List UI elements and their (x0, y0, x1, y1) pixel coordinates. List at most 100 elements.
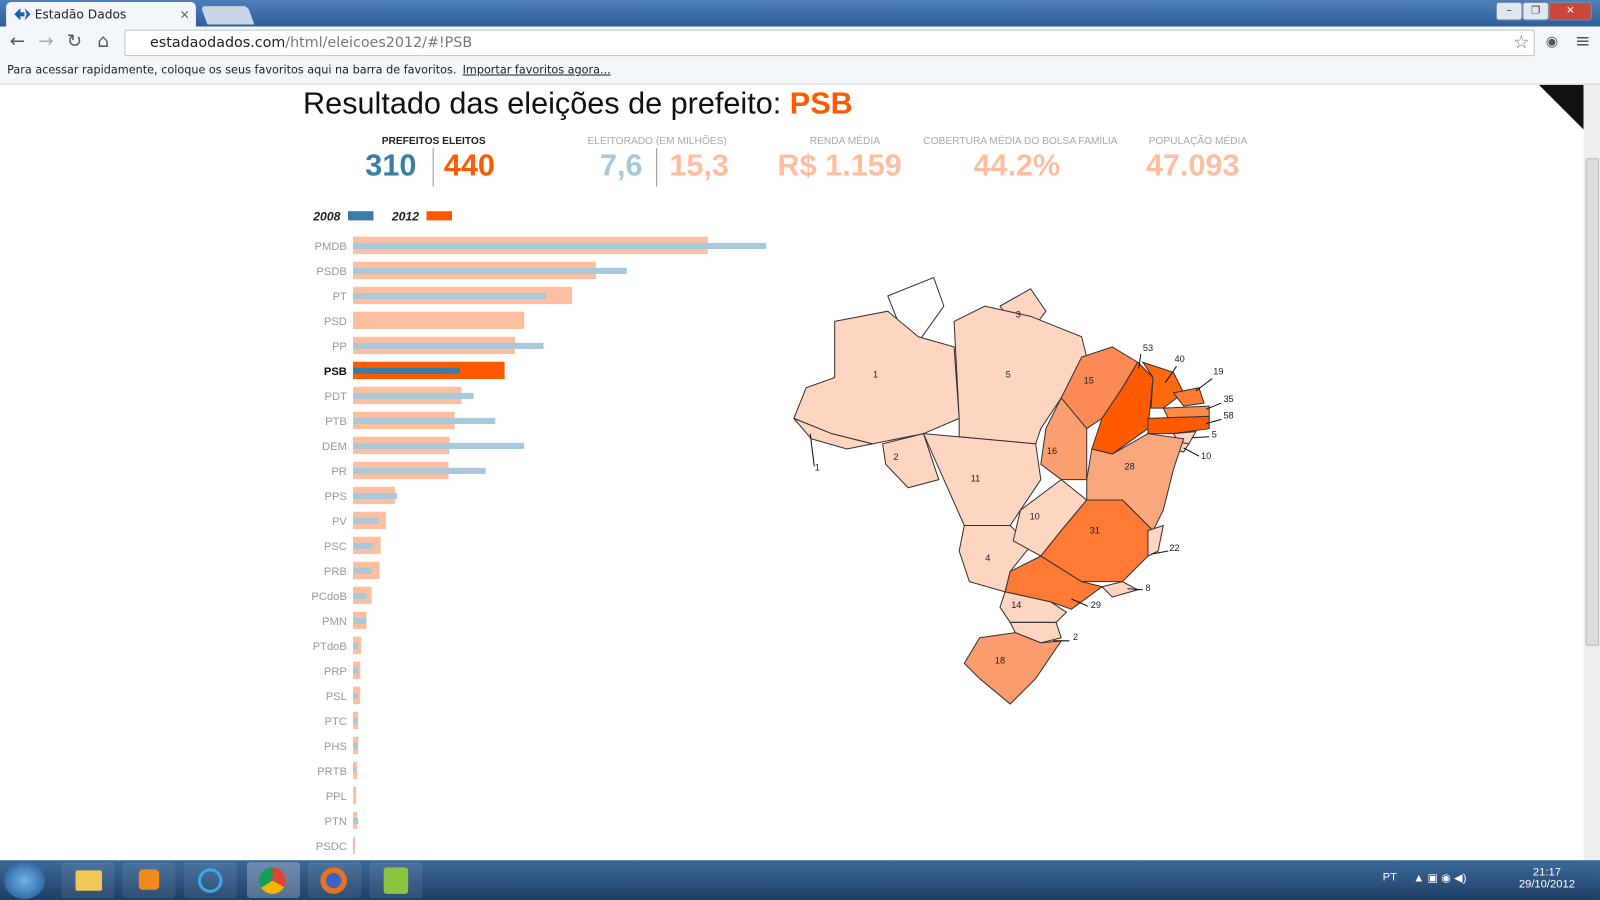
state-value: 58 (1223, 410, 1233, 420)
category-label: PTN (324, 816, 346, 828)
state-value: 10 (1201, 451, 1211, 461)
language-indicator[interactable]: PT (1382, 871, 1397, 884)
bar-2008 (353, 342, 544, 349)
stat-label: ELEITORADO (EM MILHÕES) (587, 135, 727, 147)
bar-2008 (353, 842, 355, 849)
firefox-icon[interactable] (308, 862, 362, 898)
leader-line (1191, 436, 1210, 439)
app-icon[interactable] (369, 862, 423, 898)
state-value: 3 (1016, 309, 1021, 319)
chart: 2008 2012PMDBPSDBPTPSDPPPSBPDTPTBDEMPRPPS… (311, 209, 1234, 855)
ie-icon[interactable] (183, 862, 237, 898)
category-label: PT (333, 291, 347, 303)
leader-line (1183, 447, 1200, 457)
home-button[interactable]: ⌂ (97, 30, 109, 53)
leader-line (1071, 598, 1088, 607)
chrome-icon[interactable] (246, 862, 300, 898)
state (793, 310, 960, 445)
scroll-thumb[interactable] (1585, 158, 1599, 646)
state-value: 14 (1011, 600, 1021, 610)
bookmarks-bar: Para acessar rapidamente, coloque os seu… (0, 59, 1600, 85)
bar-2008 (353, 517, 379, 524)
state-value: 2 (1073, 632, 1078, 642)
state-value: 8 (1145, 583, 1150, 593)
state-value: 15 (1084, 376, 1094, 386)
state-value: 1 (873, 370, 878, 380)
bar-2008 (353, 767, 357, 774)
category-label: PR (331, 466, 347, 478)
bar-2008 (353, 592, 367, 599)
category-label: PCdoB (311, 591, 347, 603)
state-value: 5 (1212, 430, 1217, 440)
stat-label: RENDA MÉDIA (809, 135, 881, 147)
state (1147, 415, 1210, 435)
bar-2008 (353, 367, 460, 374)
category-label: DEM (322, 441, 347, 453)
state-value: 2 (893, 452, 898, 462)
corner-ribbon (1538, 84, 1584, 130)
new-tab-button[interactable] (200, 6, 255, 25)
bar-2008 (353, 242, 767, 249)
bar-2008 (353, 267, 627, 274)
media-icon[interactable] (122, 862, 176, 898)
tab-close[interactable]: × (179, 7, 190, 22)
import-bookmarks-link[interactable]: Importar favoritos agora... (462, 63, 611, 77)
stat-divider (656, 147, 658, 187)
category-label: PRTB (317, 766, 347, 778)
web-content: Resultado das eleições de prefeito: PSB … (0, 84, 1584, 861)
browser-tab[interactable]: Estadão Dados × (6, 2, 196, 27)
state-value: 5 (1006, 370, 1011, 380)
bar-2012 (353, 786, 357, 805)
title-party: PSB (789, 86, 853, 121)
forward-button[interactable]: → (38, 30, 54, 53)
bookmarks-hint: Para acessar rapidamente, coloque os seu… (7, 63, 457, 77)
date: 29/10/2012 (1518, 878, 1576, 891)
bar-2008 (353, 442, 525, 449)
scrollbar[interactable] (1583, 84, 1600, 861)
state (1147, 524, 1164, 557)
tab-title: Estadão Dados (34, 7, 127, 22)
legend-label: 2012 (391, 209, 419, 223)
stat-value: 44.2% (973, 148, 1061, 183)
maximize-button[interactable]: ❐ (1522, 2, 1549, 21)
explorer-icon[interactable] (61, 862, 115, 898)
start-button[interactable] (4, 862, 45, 899)
stat-value: 47.093 (1145, 148, 1240, 183)
category-label: PSD (324, 316, 347, 328)
bar-2008 (353, 542, 373, 549)
address-bar[interactable]: estadaodados.com/html/eleicoes2012/#!PSB… (124, 29, 1535, 57)
state-value: 53 (1143, 343, 1153, 353)
bar-2008 (353, 642, 359, 649)
leader-line (1205, 402, 1222, 410)
state (1009, 621, 1062, 644)
state (793, 417, 873, 450)
extension-icon[interactable]: ◉ (1545, 33, 1559, 50)
legend-swatch (426, 211, 453, 221)
menu-button[interactable]: ≡ (1574, 30, 1591, 53)
reload-button[interactable]: ↻ (66, 30, 83, 53)
stat-label: PREFEITOS ELEITOS (381, 135, 486, 147)
leader-line (809, 433, 815, 467)
close-button[interactable]: ✕ (1548, 2, 1592, 21)
leader-line (1138, 354, 1142, 369)
tray-icons[interactable]: ▲ ▣ ◉ ◀) (1413, 872, 1467, 885)
bar-2008 (353, 417, 496, 424)
stat-value: 7,6 (599, 148, 643, 183)
stat-value: 310 (365, 148, 417, 183)
title-text: Resultado das eleições de prefeito: (303, 86, 782, 121)
bar-2008 (353, 742, 358, 749)
state-value: 1 (815, 462, 820, 472)
state (922, 433, 1042, 527)
leader-line (1164, 366, 1177, 383)
state-value: 10 (1030, 511, 1040, 521)
taskbar (0, 860, 1600, 900)
state-value: 4 (985, 553, 990, 563)
stat-value: 15,3 (669, 148, 729, 183)
bookmark-star[interactable]: ☆ (1513, 31, 1530, 54)
clock[interactable]: 21:17 29/10/2012 (1516, 866, 1577, 890)
minimize-button[interactable]: – (1495, 2, 1523, 21)
bar-2008 (353, 817, 359, 824)
state-value: 28 (1124, 461, 1134, 471)
category-label: PHS (324, 741, 347, 753)
back-button[interactable]: ← (9, 30, 26, 53)
